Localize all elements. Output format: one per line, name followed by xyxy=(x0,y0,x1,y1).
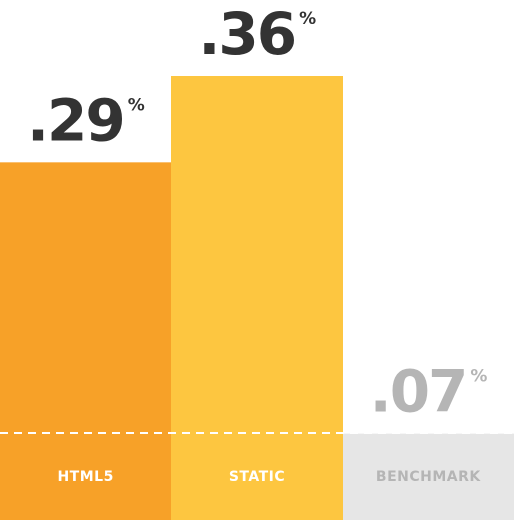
bar xyxy=(0,162,171,520)
value-text: .07 xyxy=(370,358,467,426)
value-label: .07% xyxy=(370,358,488,426)
value-unit: % xyxy=(470,367,487,387)
value-text: .36 xyxy=(198,0,295,68)
category-label: STATIC xyxy=(229,469,285,485)
value-unit: % xyxy=(299,9,316,29)
value-label: .36% xyxy=(198,0,316,68)
category-label: BENCHMARK xyxy=(376,469,481,485)
bar xyxy=(343,433,514,520)
value-label: .29% xyxy=(27,86,145,154)
bar xyxy=(171,76,343,520)
category-label: HTML5 xyxy=(57,469,113,485)
value-unit: % xyxy=(128,95,145,115)
value-text: .29 xyxy=(27,86,124,154)
